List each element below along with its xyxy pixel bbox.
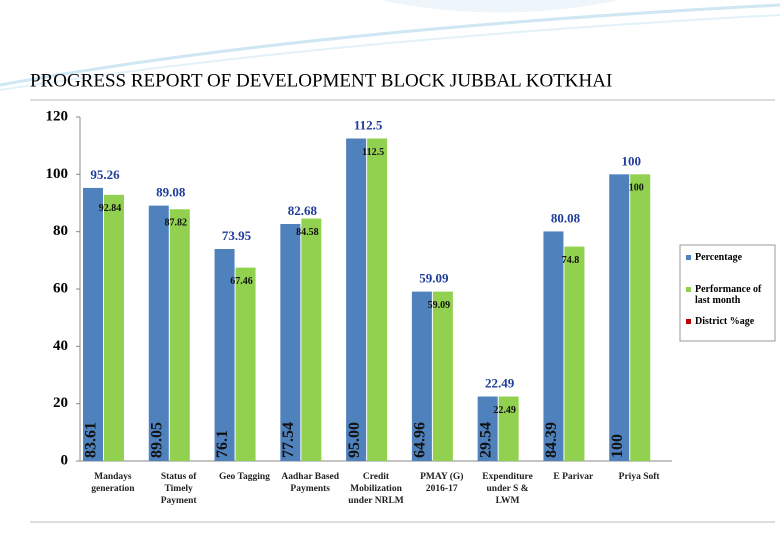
value-label: 100 <box>621 153 641 168</box>
district-label: 84.39 <box>543 422 560 458</box>
chart-title: PROGRESS REPORT OF DEVELOPMENT BLOCK JUB… <box>30 70 612 91</box>
district-label: 83.61 <box>83 422 100 458</box>
bar <box>609 174 630 462</box>
bar <box>346 138 367 461</box>
bar <box>498 396 519 461</box>
value-label: 22.49 <box>493 405 516 416</box>
bar <box>411 291 432 461</box>
x-tick-label: PMAY (G) 2016-17 <box>420 472 464 494</box>
decor <box>0 3 780 87</box>
legend-label: District %age <box>695 316 755 327</box>
value-label: 89.08 <box>156 185 186 200</box>
district-label: 89.05 <box>148 422 165 458</box>
bar <box>235 267 256 461</box>
x-tick-label: Status of Timely Payment <box>160 472 197 506</box>
bar <box>104 194 124 461</box>
district-label: 64.96 <box>412 422 429 458</box>
district-label: 95.00 <box>346 422 363 458</box>
x-tick-label: Aadhar Based Payments <box>281 472 340 494</box>
bar <box>543 231 564 461</box>
value-label: 82.68 <box>288 203 318 218</box>
decor <box>380 0 620 13</box>
value-label: 22.49 <box>485 376 515 391</box>
district-label: 29.54 <box>477 422 494 458</box>
y-tick-label: 80 <box>53 223 68 239</box>
x-tick-label: Credit Mobilization under NRLM <box>348 472 404 506</box>
legend-label: Performance of last month <box>695 284 762 306</box>
value-label: 100 <box>629 183 644 194</box>
bar <box>432 291 453 461</box>
value-label: 84.58 <box>296 227 319 238</box>
y-tick-label: 60 <box>53 280 68 296</box>
y-tick-label: 120 <box>46 108 69 124</box>
bar <box>83 187 103 461</box>
x-tick-label: Geo Tagging <box>218 472 270 482</box>
value-label: 112.5 <box>362 147 384 158</box>
x-tick-label: Expenditure under S & LWM <box>482 472 533 506</box>
bar <box>169 209 190 461</box>
value-label: 87.82 <box>165 218 188 229</box>
district-label: 76.1 <box>214 430 231 458</box>
y-tick-label: 100 <box>46 166 69 182</box>
value-label: 92.84 <box>99 203 122 214</box>
y-tick-label: 20 <box>53 395 68 411</box>
legend-box <box>679 244 776 342</box>
legend-swatch <box>686 287 691 292</box>
value-label: 112.5 <box>354 117 383 132</box>
value-label: 80.08 <box>551 210 581 225</box>
bar <box>301 218 322 461</box>
value-label: 67.46 <box>230 276 253 287</box>
bar <box>564 246 585 461</box>
legend-label: Percentage <box>695 252 743 263</box>
x-tick-label: Priya Soft <box>618 472 660 482</box>
legend-swatch <box>686 255 691 260</box>
y-tick-label: 0 <box>61 452 69 468</box>
value-label: 73.95 <box>222 228 252 243</box>
bar <box>477 396 498 461</box>
value-label: 74.8 <box>562 255 580 266</box>
value-label: 59.09 <box>419 271 449 286</box>
bar <box>214 249 235 461</box>
decor <box>0 14 780 91</box>
bar <box>148 205 169 461</box>
bar <box>367 138 388 461</box>
district-label: 100 <box>609 434 626 458</box>
y-tick-label: 40 <box>53 338 68 354</box>
value-label: 59.09 <box>428 300 451 311</box>
district-label: 77.54 <box>280 422 297 458</box>
x-tick-label: E Parivar <box>553 472 594 482</box>
bar <box>630 174 651 462</box>
legend-swatch <box>686 319 691 324</box>
x-tick-label: Mandays generation <box>91 472 135 494</box>
value-label: 95.26 <box>90 167 120 182</box>
bar <box>280 223 301 461</box>
